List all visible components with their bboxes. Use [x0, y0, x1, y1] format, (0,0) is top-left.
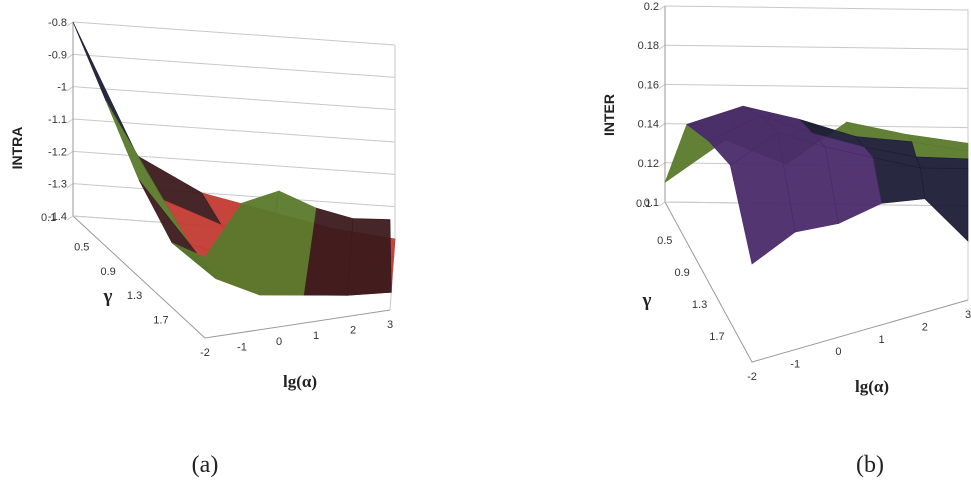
floor-front-edge [664, 201, 969, 363]
gridline [72, 150, 396, 175]
gridline [72, 86, 396, 111]
z-tick-label: -1 [57, 82, 67, 94]
z-tick-label: 0.1 [644, 197, 659, 209]
surface-patch [171, 202, 243, 280]
gridline-tick [658, 162, 666, 168]
gridline [72, 21, 396, 46]
gridline-tick [66, 21, 74, 27]
panel-caption: (a) [192, 452, 219, 478]
z-tick-label: 0.14 [638, 119, 659, 131]
x-tick-label: 1 [313, 330, 319, 342]
gridline [664, 44, 969, 50]
y-axis-title: γ [642, 290, 652, 311]
gridline-tick [658, 44, 666, 50]
x-tick-label: -2 [200, 347, 210, 359]
x-tick-label: 0 [835, 346, 841, 358]
x-axis-title: lg(α) [283, 372, 317, 391]
z-tick-label: -0.8 [48, 17, 67, 29]
x-tick-label: -1 [237, 341, 247, 353]
surface-patch [920, 167, 969, 242]
x-tick-label: -1 [790, 359, 800, 371]
x-tick-label: 1 [879, 334, 885, 346]
x-axis-title: lg(α) [855, 377, 889, 396]
y-tick-label: 0.9 [101, 266, 116, 278]
gridline [72, 53, 396, 78]
y-tick-label: 1.3 [692, 299, 707, 311]
y-tick-label: 1.7 [153, 315, 168, 327]
panel-caption: (b) [856, 452, 884, 478]
y-tick-label: 0.5 [74, 241, 89, 253]
surface [72, 21, 396, 296]
z-tick-label: 0.2 [644, 1, 659, 13]
z-tick-label: -0.9 [48, 49, 67, 61]
x-tick-label: 2 [350, 325, 356, 337]
x-tick-label: 2 [922, 321, 928, 333]
corner-tick-label: 0.1 [636, 198, 651, 210]
z-tick-label: 0.16 [638, 79, 659, 91]
surface-patch [729, 132, 796, 265]
z-tick-label: -1.1 [48, 114, 67, 126]
y-axis-title: γ [103, 286, 113, 307]
gridline-tick [658, 201, 666, 207]
floor-front-edge [72, 215, 391, 339]
gridline-tick [66, 118, 74, 124]
z-tick-label: 0.12 [638, 158, 659, 170]
x-tick-label: 3 [387, 319, 393, 331]
surface [664, 105, 969, 265]
x-tick-label: 0 [276, 336, 282, 348]
x-tick-label: -2 [747, 371, 757, 383]
surface-patch [915, 156, 969, 170]
z-axis-title: INTER [601, 94, 617, 136]
y-tick-label: 0.5 [657, 235, 672, 247]
gridline-tick [658, 5, 666, 11]
plot-area: -0.8 -0.9 -1 -1.1 -1.2 -1.3 -1.40.1 0.5 0.9 1.3 1.… [9, 17, 396, 478]
y-tick-label: 1.3 [127, 290, 142, 302]
x-tick-label: 3 [965, 309, 971, 321]
gridline-tick [66, 183, 74, 189]
gridline [664, 5, 969, 11]
gridline-tick [66, 150, 74, 156]
gridline-tick [66, 53, 74, 59]
gridline [664, 83, 969, 89]
z-tick-label: -1.3 [48, 179, 67, 191]
gridline [72, 118, 396, 143]
gridline-tick [66, 215, 74, 221]
y-tick-label: 1.7 [709, 331, 724, 343]
gridline-tick [66, 86, 74, 92]
z-tick-label: -1.4 [48, 211, 67, 223]
plot-area: 0.2 0.18 0.16 0.14 0.12 0.10.1 0.5 0.9 1.3 1.7 -2 -… [601, 1, 971, 478]
z-axis-title: INTRA [9, 127, 25, 170]
gridline-tick [658, 83, 666, 89]
gridline [72, 183, 396, 208]
z-tick-label: -1.2 [48, 146, 67, 158]
corner-tick-label: 0.1 [41, 212, 56, 224]
gridline-tick [658, 123, 666, 129]
z-tick-label: 0.18 [638, 40, 659, 52]
y-tick-label: 0.9 [675, 267, 690, 279]
